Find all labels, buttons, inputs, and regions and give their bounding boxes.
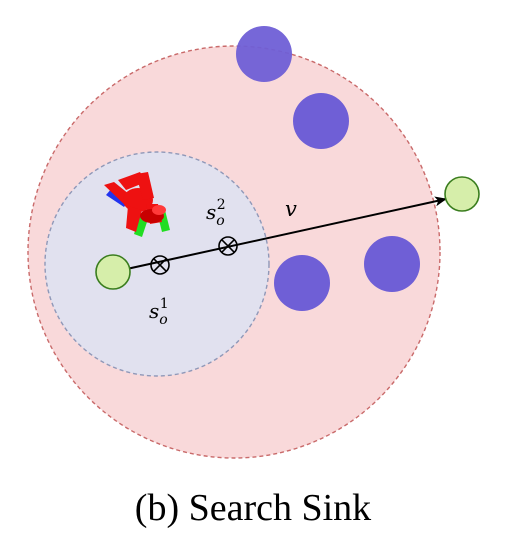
waypoint-1-circle-cross-icon bbox=[150, 255, 170, 275]
inner-sink-region bbox=[44, 151, 270, 377]
waypoint-2-label: so2 bbox=[206, 197, 226, 229]
waypoint-1-label-sub: o bbox=[159, 312, 167, 328]
waypoint-2-label-sub: o bbox=[216, 213, 224, 229]
obstacle-right bbox=[364, 236, 420, 292]
obstacle-top bbox=[236, 26, 292, 82]
obstacle-upper-right bbox=[293, 93, 349, 149]
ant-robot-icon bbox=[104, 172, 170, 237]
direction-vector bbox=[112, 196, 447, 273]
start-node bbox=[95, 254, 131, 290]
vector-label: v bbox=[285, 197, 297, 221]
waypoint-1-label: so1 bbox=[149, 296, 169, 328]
obstacle-center bbox=[274, 255, 330, 311]
waypoint-2-circle-cross-icon bbox=[218, 236, 238, 256]
waypoint-1-label-sup: 1 bbox=[160, 296, 169, 312]
waypoint-2-label-base: s bbox=[206, 200, 216, 224]
waypoint-2-label-sup: 2 bbox=[217, 197, 226, 213]
waypoint-1-label-base: s bbox=[149, 299, 159, 323]
goal-node bbox=[444, 176, 480, 212]
figure-caption: (b) Search Sink bbox=[135, 487, 371, 529]
